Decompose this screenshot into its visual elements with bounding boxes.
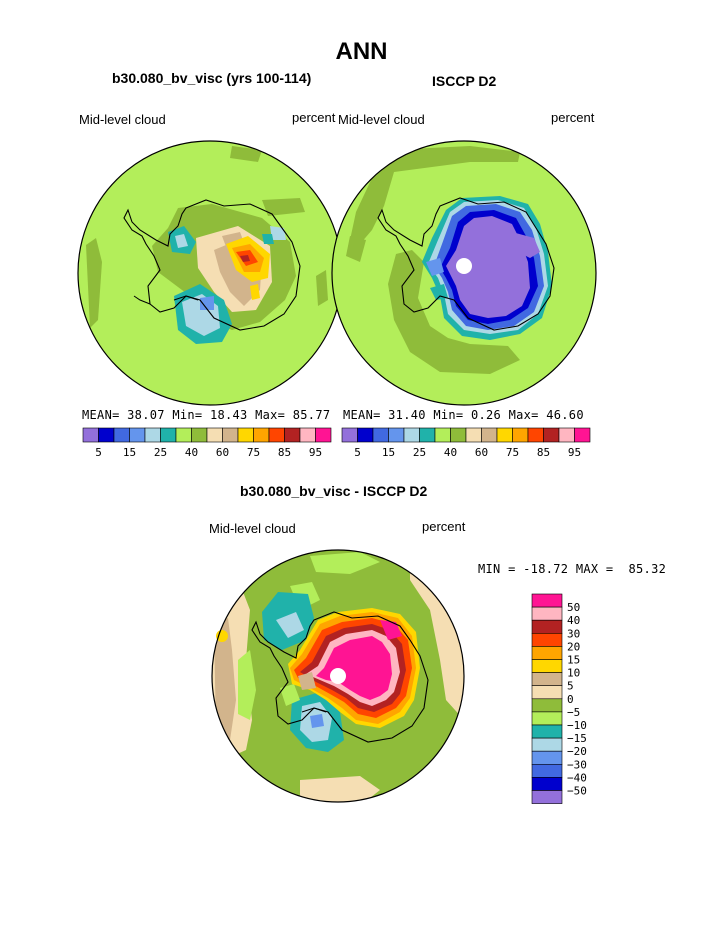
mean-label: MEAN= xyxy=(343,408,381,422)
min-label: Min= xyxy=(433,408,464,422)
colorbar-tick-label: 95 xyxy=(568,446,581,459)
panel-diff-variable-label: Mid-level cloud xyxy=(209,521,296,536)
colorbar-tick-label: 15 xyxy=(123,446,136,459)
max-label: Max= xyxy=(508,408,539,422)
colorbar-tick-label: 40 xyxy=(185,446,198,459)
colorbar-tick-label: 60 xyxy=(216,446,229,459)
colorbar-tick-label: −5 xyxy=(567,706,580,719)
colorbar-swatch xyxy=(531,606,563,621)
colorbar-tick-label: −50 xyxy=(567,785,587,798)
colorbar-swatch xyxy=(531,750,563,765)
colorbar-tick-label: 30 xyxy=(567,627,580,640)
colorbar-tick-label: −15 xyxy=(567,732,587,745)
min-label: Min= xyxy=(172,408,203,422)
colorbar-tick-label: 15 xyxy=(382,446,395,459)
panel-right-stats: MEAN= 31.40 Min= 0.26 Max= 46.60 xyxy=(343,408,584,422)
max-value: 46.60 xyxy=(546,408,584,422)
colorbar-swatch xyxy=(531,763,563,778)
panel-left-units-label: percent xyxy=(292,110,336,125)
colorbar-tick-label: 75 xyxy=(506,446,519,459)
min-value: 0.26 xyxy=(470,408,502,422)
colorbar-swatch xyxy=(531,672,563,686)
colorbar-swatch xyxy=(531,777,563,791)
colorbar-tick-label: 10 xyxy=(567,667,580,680)
panel-left-title: b30.080_bv_visc (yrs 100-114) xyxy=(112,70,312,86)
colorbar-tick-label: 95 xyxy=(309,446,322,459)
colorbar-tick-label: 40 xyxy=(567,614,580,627)
colorbar-swatch xyxy=(531,685,563,700)
colorbar-tick-label: 40 xyxy=(444,446,457,459)
colorbar-tick-label: −30 xyxy=(567,758,587,771)
min-value: 18.43 xyxy=(209,408,248,422)
colorbar-tick-label: 85 xyxy=(537,446,550,459)
colorbar-tick-label: 0 xyxy=(567,693,574,706)
panel-diff-title: b30.080_bv_visc - ISCCP D2 xyxy=(240,483,428,499)
panel-diff-units-label: percent xyxy=(422,519,466,534)
max-value: 85.77 xyxy=(292,408,331,422)
colorbar-swatch xyxy=(574,427,591,443)
colorbar-swatch xyxy=(531,659,563,673)
panel-left-stats: MEAN= 38.07 Min= 18.43 Max= 85.77 xyxy=(82,408,330,422)
colorbar-swatch xyxy=(531,711,563,726)
panel-right-units-label: percent xyxy=(551,110,595,125)
colorbar-swatch xyxy=(531,724,563,739)
mean-label: MEAN= xyxy=(82,408,120,422)
colorbar-swatch xyxy=(315,427,332,443)
max-label: Max= xyxy=(255,408,286,422)
panel-right-variable-label: Mid-level cloud xyxy=(338,112,425,127)
panel-diff-stats: MIN = -18.72 MAX = 85.32 xyxy=(478,562,667,576)
colorbar-tick-label: 25 xyxy=(154,446,167,459)
panel-left-variable-label: Mid-level cloud xyxy=(79,112,166,127)
page-title: ANN xyxy=(335,38,388,65)
colorbar-swatch xyxy=(531,646,563,660)
colorbar-tick-label: −20 xyxy=(567,745,587,758)
colorbar-tick-label: 15 xyxy=(567,654,580,667)
colorbar-tick-label: 25 xyxy=(413,446,426,459)
colorbar-tick-label: 85 xyxy=(278,446,291,459)
colorbar-tick-label: 75 xyxy=(247,446,260,459)
colorbar-swatch xyxy=(531,698,563,713)
mean-value: 31.40 xyxy=(388,408,426,422)
colorbar-swatch xyxy=(531,737,563,752)
colorbar-tick-label: 60 xyxy=(475,446,488,459)
colorbar-tick-label: −10 xyxy=(567,719,587,732)
colorbar-swatch xyxy=(531,632,563,647)
colorbar-tick-label: 20 xyxy=(567,640,580,653)
colorbar-tick-label: −40 xyxy=(567,771,587,784)
colorbar-swatch xyxy=(531,619,563,634)
colorbar-tick-label: 5 xyxy=(354,446,361,459)
colorbar-swatch xyxy=(531,593,563,608)
colorbar-tick-label: 5 xyxy=(95,446,102,459)
mean-value: 38.07 xyxy=(127,408,165,422)
panel-right-title: ISCCP D2 xyxy=(432,73,497,89)
colorbar-tick-label: 50 xyxy=(567,601,580,614)
colorbar-swatch xyxy=(531,790,563,804)
colorbar-tick-label: 5 xyxy=(567,680,574,693)
